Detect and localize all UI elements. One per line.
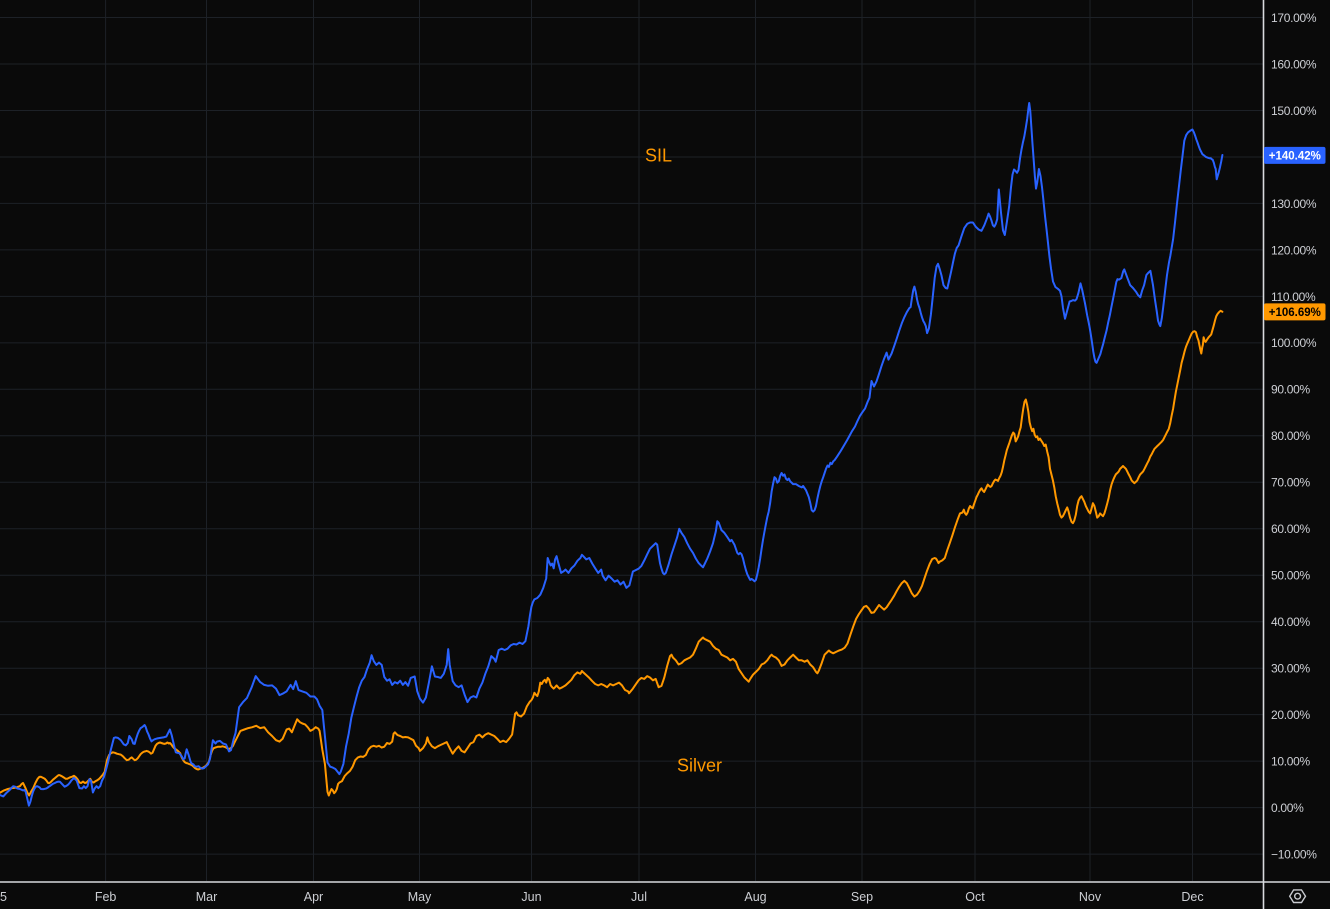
svg-text:130.00%: 130.00% — [1271, 197, 1317, 211]
svg-text:170.00%: 170.00% — [1271, 11, 1317, 25]
svg-text:Apr: Apr — [304, 890, 323, 904]
svg-text:Feb: Feb — [95, 890, 117, 904]
svg-text:Sep: Sep — [851, 890, 873, 904]
svg-text:60.00%: 60.00% — [1271, 522, 1311, 536]
svg-text:Dec: Dec — [1181, 890, 1203, 904]
svg-text:Jul: Jul — [631, 890, 647, 904]
svg-text:120.00%: 120.00% — [1271, 243, 1317, 257]
svg-text:70.00%: 70.00% — [1271, 476, 1311, 490]
svg-text:May: May — [408, 890, 432, 904]
svg-text:Aug: Aug — [744, 890, 766, 904]
svg-text:150.00%: 150.00% — [1271, 104, 1317, 118]
svg-text:10.00%: 10.00% — [1271, 755, 1311, 769]
svg-text:SIL: SIL — [645, 146, 672, 166]
svg-text:80.00%: 80.00% — [1271, 429, 1311, 443]
svg-text:100.00%: 100.00% — [1271, 336, 1317, 350]
svg-text:Oct: Oct — [965, 890, 985, 904]
svg-text:0.00%: 0.00% — [1271, 801, 1304, 815]
svg-text:Mar: Mar — [196, 890, 218, 904]
svg-text:40.00%: 40.00% — [1271, 615, 1311, 629]
svg-text:+106.69%: +106.69% — [1269, 307, 1321, 319]
svg-text:50.00%: 50.00% — [1271, 569, 1311, 583]
svg-text:5: 5 — [0, 890, 7, 904]
svg-text:Silver: Silver — [677, 756, 722, 776]
svg-text:−10.00%: −10.00% — [1271, 848, 1317, 862]
svg-text:160.00%: 160.00% — [1271, 57, 1317, 71]
svg-text:20.00%: 20.00% — [1271, 708, 1311, 722]
svg-text:30.00%: 30.00% — [1271, 662, 1311, 676]
svg-text:90.00%: 90.00% — [1271, 383, 1311, 397]
svg-text:110.00%: 110.00% — [1271, 290, 1316, 304]
svg-text:Jun: Jun — [521, 890, 541, 904]
svg-text:Nov: Nov — [1079, 890, 1102, 904]
svg-text:+140.42%: +140.42% — [1269, 151, 1321, 163]
